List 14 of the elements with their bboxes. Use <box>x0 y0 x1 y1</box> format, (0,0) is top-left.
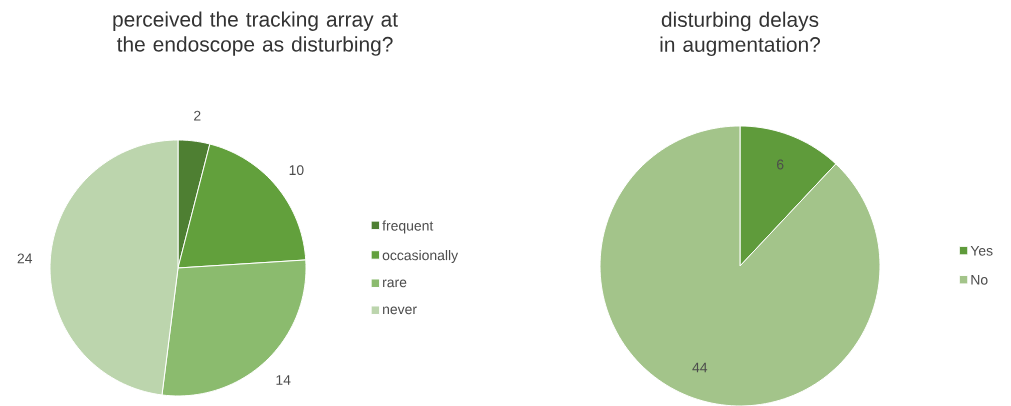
data-label: 44 <box>692 362 708 373</box>
data-label: 2 <box>194 110 201 121</box>
data-label: 10 <box>289 164 304 175</box>
data-label: 24 <box>17 253 33 263</box>
chart-title: perceived the tracking array at the endoscope as disturbing? <box>113 11 398 56</box>
data-label: 14 <box>276 374 291 385</box>
legend-label: occasionally <box>382 249 459 263</box>
legend-label: No <box>971 274 988 285</box>
legend-label: frequent <box>382 220 434 234</box>
chart-title: disturbing delays in augmentation? <box>660 11 821 56</box>
legend-label: never <box>383 306 417 314</box>
legend-label: Yes <box>970 245 993 256</box>
legend-label: rare <box>383 279 407 287</box>
data-label: 6 <box>777 159 784 170</box>
